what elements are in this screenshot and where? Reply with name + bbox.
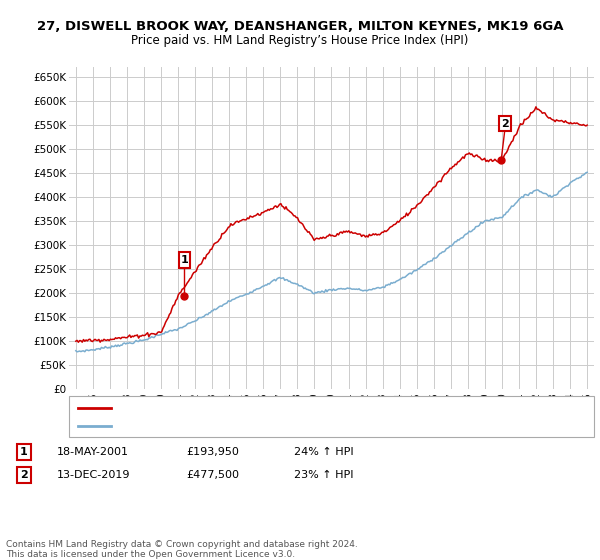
Text: Price paid vs. HM Land Registry’s House Price Index (HPI): Price paid vs. HM Land Registry’s House … — [131, 34, 469, 46]
Text: 27, DISWELL BROOK WAY, DEANSHANGER, MILTON KEYNES, MK19 6GA: 27, DISWELL BROOK WAY, DEANSHANGER, MILT… — [37, 20, 563, 32]
Text: £477,500: £477,500 — [186, 470, 239, 480]
Text: HPI: Average price, detached house, West Northamptonshire: HPI: Average price, detached house, West… — [117, 421, 419, 431]
Text: 23% ↑ HPI: 23% ↑ HPI — [294, 470, 353, 480]
Text: 18-MAY-2001: 18-MAY-2001 — [57, 447, 129, 457]
Text: 2: 2 — [20, 470, 28, 480]
Text: 1: 1 — [20, 447, 28, 457]
Text: 2: 2 — [501, 119, 509, 129]
Text: 27, DISWELL BROOK WAY, DEANSHANGER, MILTON KEYNES, MK19 6GA (detached house: 27, DISWELL BROOK WAY, DEANSHANGER, MILT… — [117, 403, 557, 413]
Text: 24% ↑ HPI: 24% ↑ HPI — [294, 447, 353, 457]
Text: Contains HM Land Registry data © Crown copyright and database right 2024.
This d: Contains HM Land Registry data © Crown c… — [6, 540, 358, 559]
Text: 13-DEC-2019: 13-DEC-2019 — [57, 470, 131, 480]
FancyBboxPatch shape — [179, 252, 190, 268]
Text: £193,950: £193,950 — [186, 447, 239, 457]
Text: 1: 1 — [181, 255, 188, 265]
FancyBboxPatch shape — [499, 116, 511, 132]
